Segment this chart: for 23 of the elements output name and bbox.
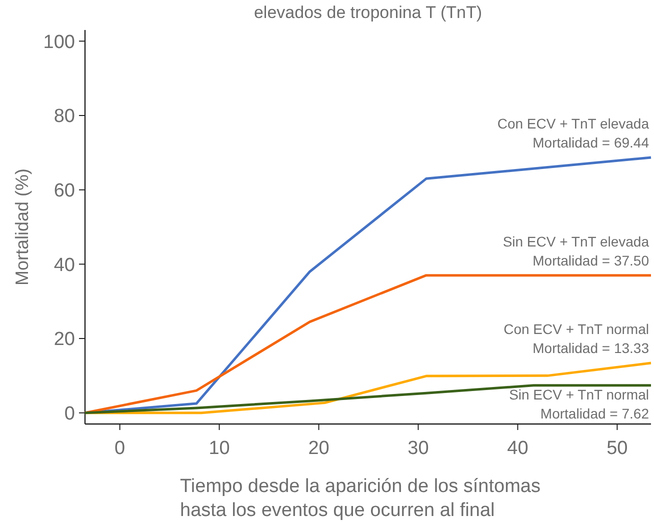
y-tick-label: 20 xyxy=(54,329,75,350)
y-tick-label: 80 xyxy=(54,106,75,128)
x-tick-label: 0 xyxy=(114,438,126,459)
x-tick-label: 50 xyxy=(606,438,628,459)
annotation: Mortalidad = 69.44 xyxy=(532,134,650,150)
annotation: Mortalidad = 13.33 xyxy=(532,340,650,356)
x-tick-label: 30 xyxy=(408,438,429,459)
annotation: Mortalidad = 7.62 xyxy=(540,405,650,422)
series-label: Con ECV + TnT elevada xyxy=(497,115,650,132)
y-axis-title: Mortalidad (%) xyxy=(12,168,32,286)
annotation: Mortalidad = 37.50 xyxy=(532,252,650,268)
x-axis-title: Tiempo desde la aparición de los síntomas hasta los eventos que ocurren al final xyxy=(180,476,540,521)
series-label: Sin ECV + TnT elevada xyxy=(502,233,650,250)
x-tick-label: 40 xyxy=(507,438,528,459)
y-tick-label: 0 xyxy=(64,404,75,424)
chart-title: elevados de troponina T (TnT) xyxy=(254,3,482,22)
series-label: Sin ECV + TnT normal xyxy=(509,386,649,402)
y-tick-label: 60 xyxy=(54,180,75,202)
series-label: Con ECV + TnT normal xyxy=(504,321,649,338)
x-tick-label: 20 xyxy=(308,438,330,459)
y-tick-label: 100 xyxy=(43,32,75,53)
x-tick-label: 10 xyxy=(208,438,230,459)
y-tick-label: 40 xyxy=(54,254,75,276)
